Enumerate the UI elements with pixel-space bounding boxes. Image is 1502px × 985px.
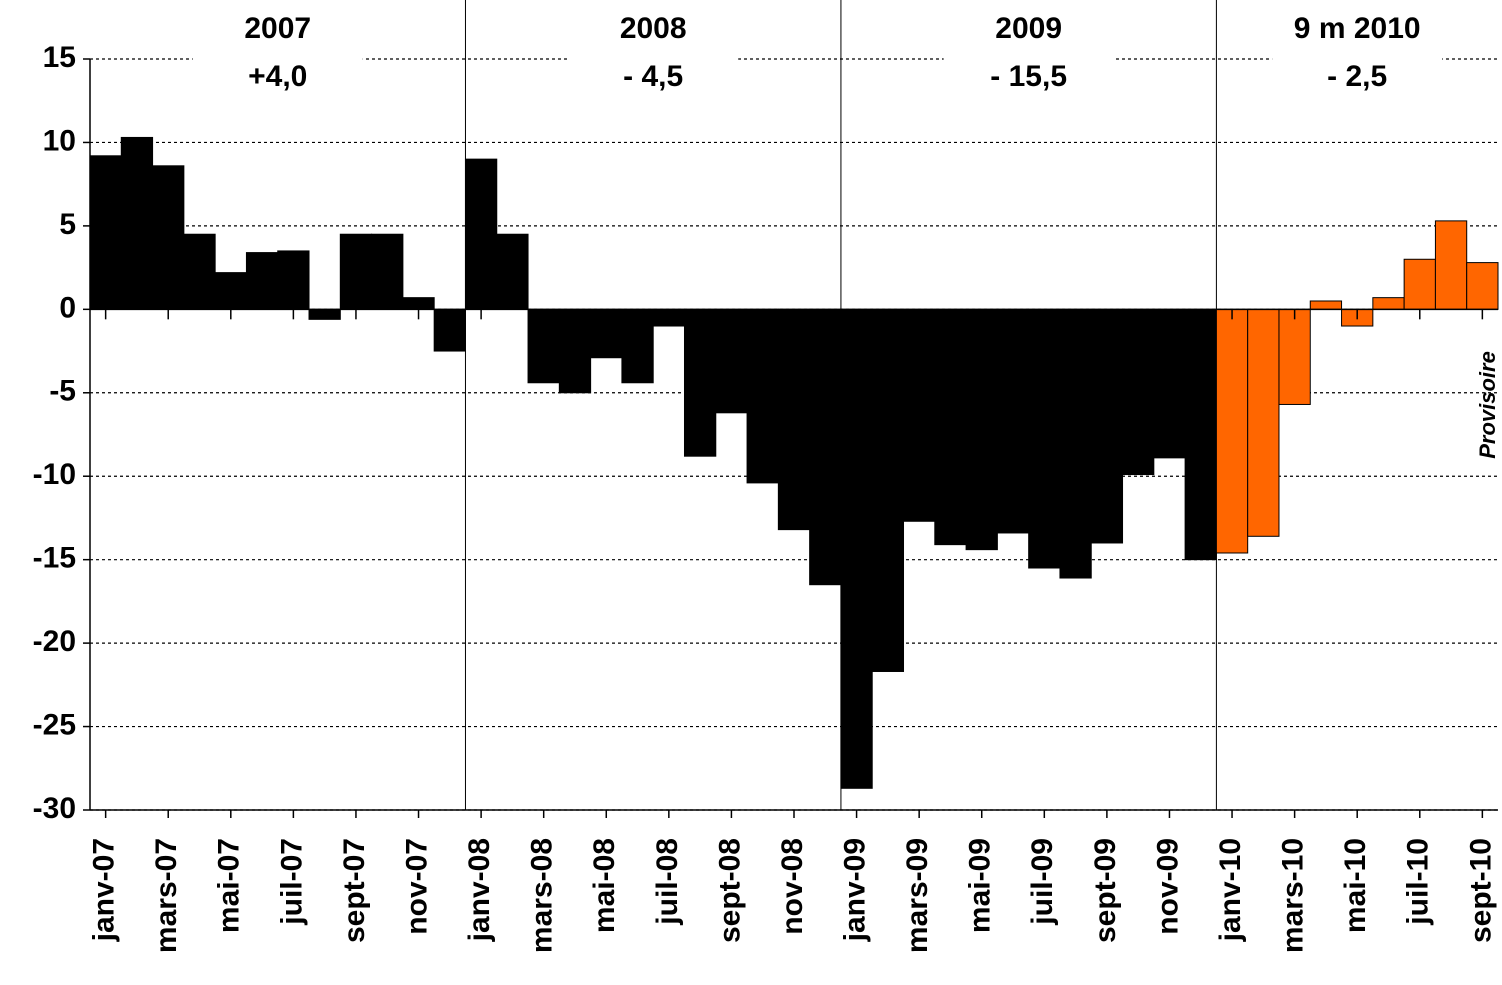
x-tick-label: juil-09: [1026, 838, 1059, 926]
x-tick-label: mars-08: [526, 838, 559, 953]
x-tick-label: mars-09: [901, 838, 934, 953]
y-tick-label: 0: [59, 291, 76, 324]
bar: [777, 308, 811, 531]
bar: [183, 233, 216, 310]
bar: [214, 272, 247, 310]
bar: [496, 233, 529, 310]
x-tick-label: sept-07: [338, 838, 371, 943]
x-tick-label: sept-09: [1089, 838, 1122, 943]
y-tick-label: -5: [49, 375, 76, 408]
bar: [809, 308, 842, 586]
bar: [1372, 297, 1405, 310]
y-tick-label: -25: [33, 708, 76, 741]
x-tick-label: mai-07: [213, 838, 246, 933]
y-tick-label: -10: [33, 458, 76, 491]
x-tick-label: janv-08: [463, 838, 496, 942]
x-tick-label: mai-10: [1339, 838, 1372, 933]
bar: [683, 308, 717, 457]
bar: [89, 155, 122, 310]
bar: [715, 308, 748, 414]
bar: [339, 233, 373, 310]
bar: [1309, 300, 1343, 310]
bar: [1215, 308, 1249, 554]
x-tick-label: juil-07: [275, 838, 308, 926]
bar: [1153, 308, 1186, 459]
bar: [277, 250, 310, 310]
annotation: 2009: [995, 12, 1062, 45]
x-tick-label: janv-07: [88, 838, 121, 942]
annotation: 2007: [244, 12, 311, 45]
y-tick-label: -15: [33, 542, 76, 575]
y-tick-label: -20: [33, 625, 76, 658]
bar: [527, 308, 560, 384]
bar: [402, 297, 435, 310]
bar: [1247, 308, 1280, 537]
bar: [996, 308, 1030, 534]
bar: [1059, 308, 1092, 579]
bar: [1434, 220, 1468, 310]
x-tick-label: sept-08: [713, 838, 746, 943]
bar: [965, 308, 998, 551]
annotation-sub: - 15,5: [990, 60, 1067, 93]
bar: [371, 233, 404, 310]
bar: [245, 252, 279, 310]
x-tick-label: sept-10: [1464, 838, 1497, 943]
bar: [1028, 308, 1061, 569]
bar: [871, 308, 905, 672]
annotation-bg: [1272, 12, 1443, 100]
bar: [1278, 308, 1311, 405]
bar: [746, 308, 779, 484]
bar: [840, 308, 873, 789]
bar: [152, 165, 185, 310]
x-tick-label: juil-08: [651, 838, 684, 926]
y-tick-label: 5: [59, 208, 76, 241]
x-tick-label: janv-10: [1214, 838, 1247, 942]
annotation: 2008: [620, 12, 687, 45]
bar: [433, 308, 466, 352]
y-tick-label: 10: [43, 124, 76, 157]
bar: [1090, 308, 1124, 544]
x-tick-label: mai-09: [964, 838, 997, 933]
x-tick-label: nov-07: [400, 838, 433, 935]
bar: [558, 308, 592, 394]
x-tick-label: mars-07: [150, 838, 183, 953]
x-tick-label: mars-10: [1277, 838, 1310, 953]
y-tick-label: -30: [33, 792, 76, 825]
annotation: 9 m 2010: [1294, 12, 1421, 45]
bar: [1122, 308, 1155, 476]
bar: [308, 308, 341, 320]
bar: [903, 308, 936, 522]
annotation-bg: [192, 12, 363, 100]
annotation-sub: +4,0: [248, 60, 307, 93]
bar: [1403, 258, 1436, 310]
y-tick-label: 15: [43, 41, 76, 74]
bar: [621, 308, 654, 384]
bar: [120, 136, 154, 310]
annotation-sub: - 2,5: [1327, 60, 1387, 93]
annotation-bg: [568, 12, 739, 100]
bar: [934, 308, 967, 546]
bar: [464, 158, 498, 310]
bar: [1184, 308, 1217, 561]
x-tick-label: mai-08: [588, 838, 621, 933]
x-tick-label: nov-08: [776, 838, 809, 935]
x-tick-label: juil-10: [1402, 838, 1435, 926]
bar: [1466, 262, 1499, 310]
annotation-sub: - 4,5: [623, 60, 683, 93]
annotation-bg: [943, 12, 1114, 100]
x-tick-label: nov-09: [1151, 838, 1184, 935]
x-tick-label: janv-09: [838, 838, 871, 942]
note: Provisoire: [1475, 351, 1500, 459]
